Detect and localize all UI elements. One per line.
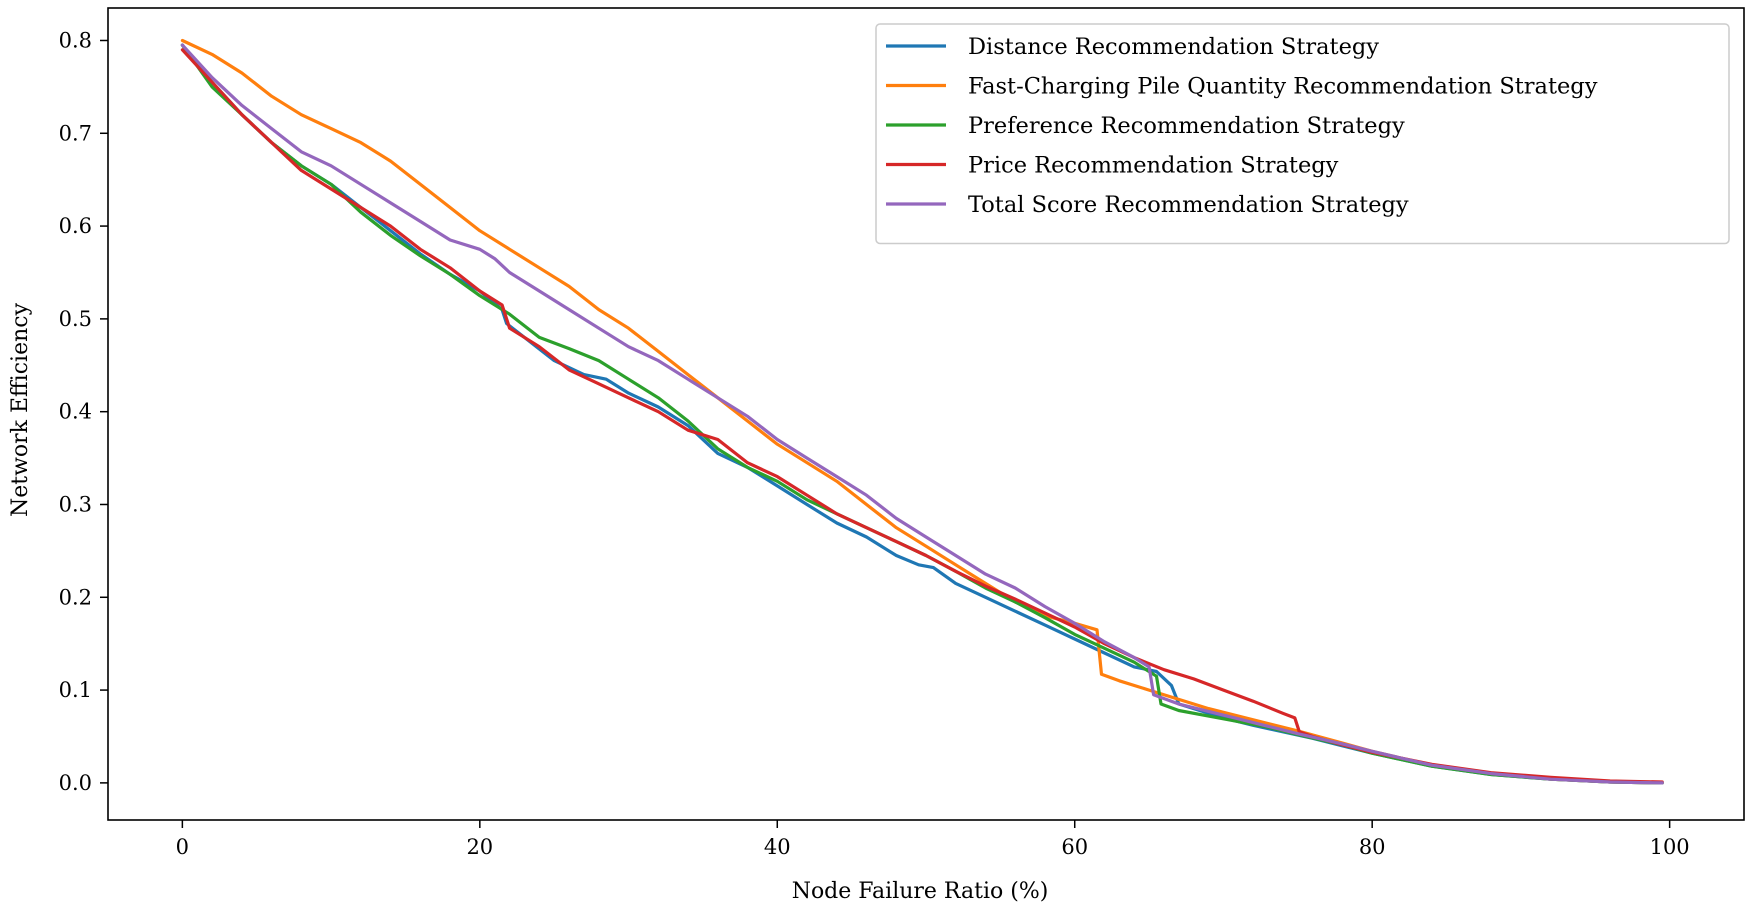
x-tick-label: 80 bbox=[1359, 835, 1386, 859]
y-axis-label: Network Efficiency bbox=[8, 302, 33, 517]
legend-label-1: Distance Recommendation Strategy bbox=[968, 34, 1379, 60]
x-tick-label: 0 bbox=[176, 835, 189, 859]
x-tick-label: 40 bbox=[764, 835, 791, 859]
x-axis-ticks: 0 20 40 60 80 100 bbox=[176, 820, 1690, 859]
series-line-5 bbox=[180, 43, 1664, 785]
x-axis-label: Node Failure Ratio (%) bbox=[792, 879, 1049, 904]
y-tick-label: 0.3 bbox=[59, 492, 92, 516]
y-tick-label: 0.7 bbox=[59, 121, 92, 145]
legend-box bbox=[875, 23, 1730, 245]
plot-frame bbox=[107, 7, 1745, 821]
y-axis-ticks: 0.0 0.1 0.2 0.3 0.4 0.5 0.6 0.7 0.8 bbox=[59, 28, 108, 795]
legend-label-4: Price Recommendation Strategy bbox=[968, 153, 1339, 179]
series-line-4 bbox=[180, 48, 1664, 784]
x-tick-label: 100 bbox=[1650, 835, 1690, 859]
legend-label-5: Total Score Recommendation Strategy bbox=[968, 192, 1409, 218]
y-tick-label: 0.0 bbox=[59, 771, 92, 795]
x-tick-label: 20 bbox=[466, 835, 493, 859]
legend-label-3: Preference Recommendation Strategy bbox=[968, 113, 1405, 139]
series-line-2 bbox=[180, 38, 1664, 785]
legend: Distance Recommendation Strategy Fast-Cha… bbox=[875, 23, 1730, 245]
y-tick-label: 0.5 bbox=[59, 307, 92, 331]
plot-area bbox=[107, 7, 1745, 821]
y-tick-label: 0.4 bbox=[59, 400, 92, 424]
y-tick-label: 0.8 bbox=[59, 28, 92, 52]
x-tick-label: 60 bbox=[1061, 835, 1088, 859]
y-tick-label: 0.6 bbox=[59, 214, 92, 238]
y-tick-label: 0.2 bbox=[59, 585, 92, 609]
legend-label-2: Fast-Charging Pile Quantity Recommendati… bbox=[968, 74, 1598, 100]
y-tick-label: 0.1 bbox=[59, 678, 92, 702]
